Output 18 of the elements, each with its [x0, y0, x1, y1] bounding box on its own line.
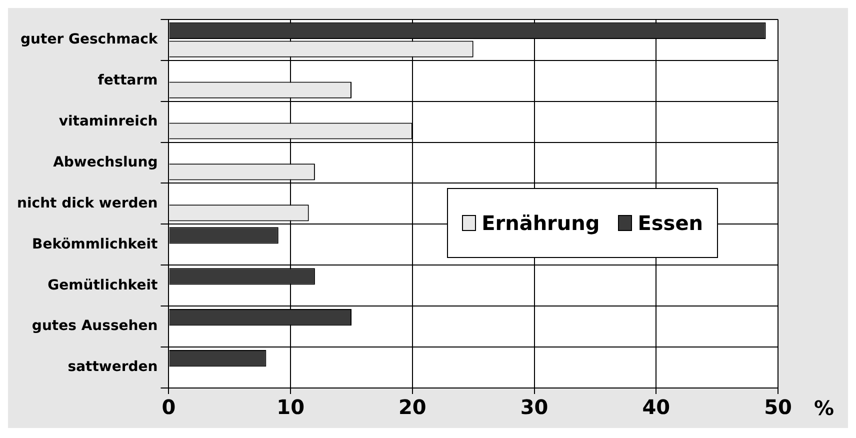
- y-tick-label: Gemütlichkeit: [48, 277, 158, 294]
- x-axis-title: %: [814, 396, 834, 420]
- x-tick-label: 50: [764, 395, 792, 420]
- y-tick-label: fettarm: [98, 72, 158, 88]
- x-tick-label: 0: [162, 395, 176, 420]
- y-tick-label: Bekömmlichkeit: [32, 236, 158, 252]
- legend-label: Ernährung: [482, 211, 600, 235]
- x-tick-label: 40: [642, 395, 670, 420]
- y-tick-label: Abwechslung: [53, 154, 158, 170]
- y-tick-label: sattwerden: [68, 359, 158, 376]
- y-tick-label: guter Geschmack: [20, 32, 158, 48]
- y-tick-label: gutes Aussehen: [32, 318, 158, 334]
- y-tick-label: vitaminreich: [58, 113, 158, 130]
- x-tick-label: 20: [398, 395, 426, 420]
- x-tick-label: 30: [520, 395, 548, 420]
- y-tick-label: nicht dick werden: [17, 195, 158, 212]
- legend-label: Essen: [638, 211, 703, 235]
- x-tick-label: 10: [276, 395, 304, 420]
